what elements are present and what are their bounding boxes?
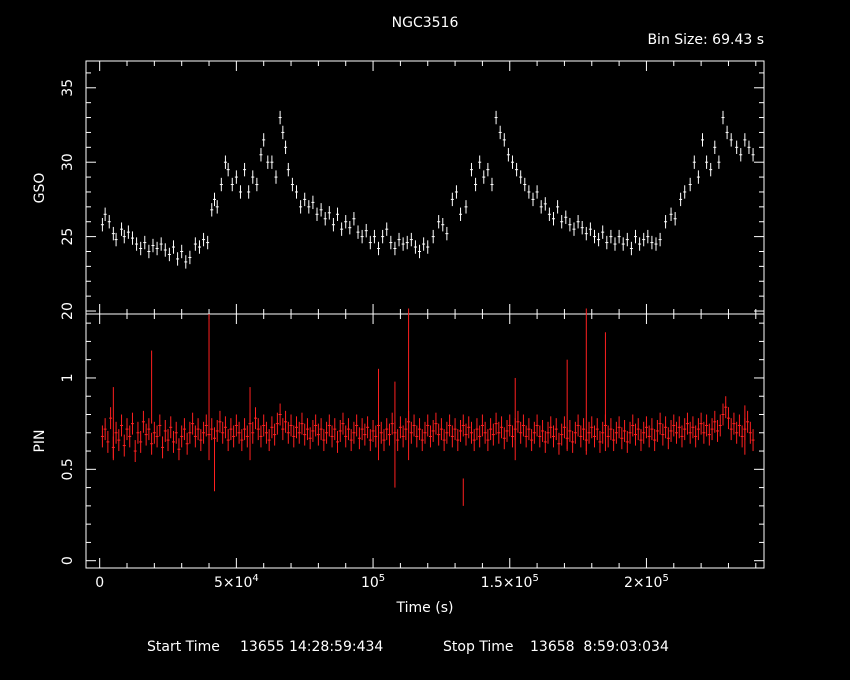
stop-time-value: 13658 8:59:03:034 (530, 639, 669, 655)
pin-frame (85, 313, 765, 569)
pin-axis-label: PIN (32, 429, 48, 452)
x-tick-label: 1.5×105 (481, 573, 539, 591)
gso-y-tick-label: 30 (60, 153, 76, 171)
x-tick-labels: 0 5×104 105 1.5×105 2×105 (95, 573, 669, 591)
pin-y-tick-label: 0.5 (60, 458, 76, 480)
gso-y-tick-label: 20 (60, 302, 76, 320)
gso-frame (85, 60, 765, 315)
stop-time-label: Stop Time (443, 639, 514, 655)
chart-title: NGC3516 (392, 15, 459, 31)
x-tick-label: 2×105 (624, 573, 669, 591)
gso-panel: 20 25 30 35 (60, 60, 765, 320)
gso-axis-label: GSO (32, 173, 48, 204)
start-time-label: Start Time (147, 639, 220, 655)
pin-y-tick-label: 0 (60, 556, 76, 565)
gso-y-tick-label: 25 (60, 228, 76, 246)
gso-y-tick-label: 35 (60, 79, 76, 97)
x-tick-label: 0 (95, 575, 104, 591)
bin-size-label: Bin Size: 69.43 s (647, 32, 764, 48)
x-tick-label: 105 (361, 573, 385, 591)
pin-y-tick-label: 1 (60, 373, 76, 382)
x-axis-label: Time (s) (396, 600, 454, 616)
pin-panel: 00.51 (60, 308, 765, 569)
start-time-value: 13655 14:28:59:434 (240, 639, 383, 655)
x-tick-label: 5×104 (214, 573, 259, 591)
